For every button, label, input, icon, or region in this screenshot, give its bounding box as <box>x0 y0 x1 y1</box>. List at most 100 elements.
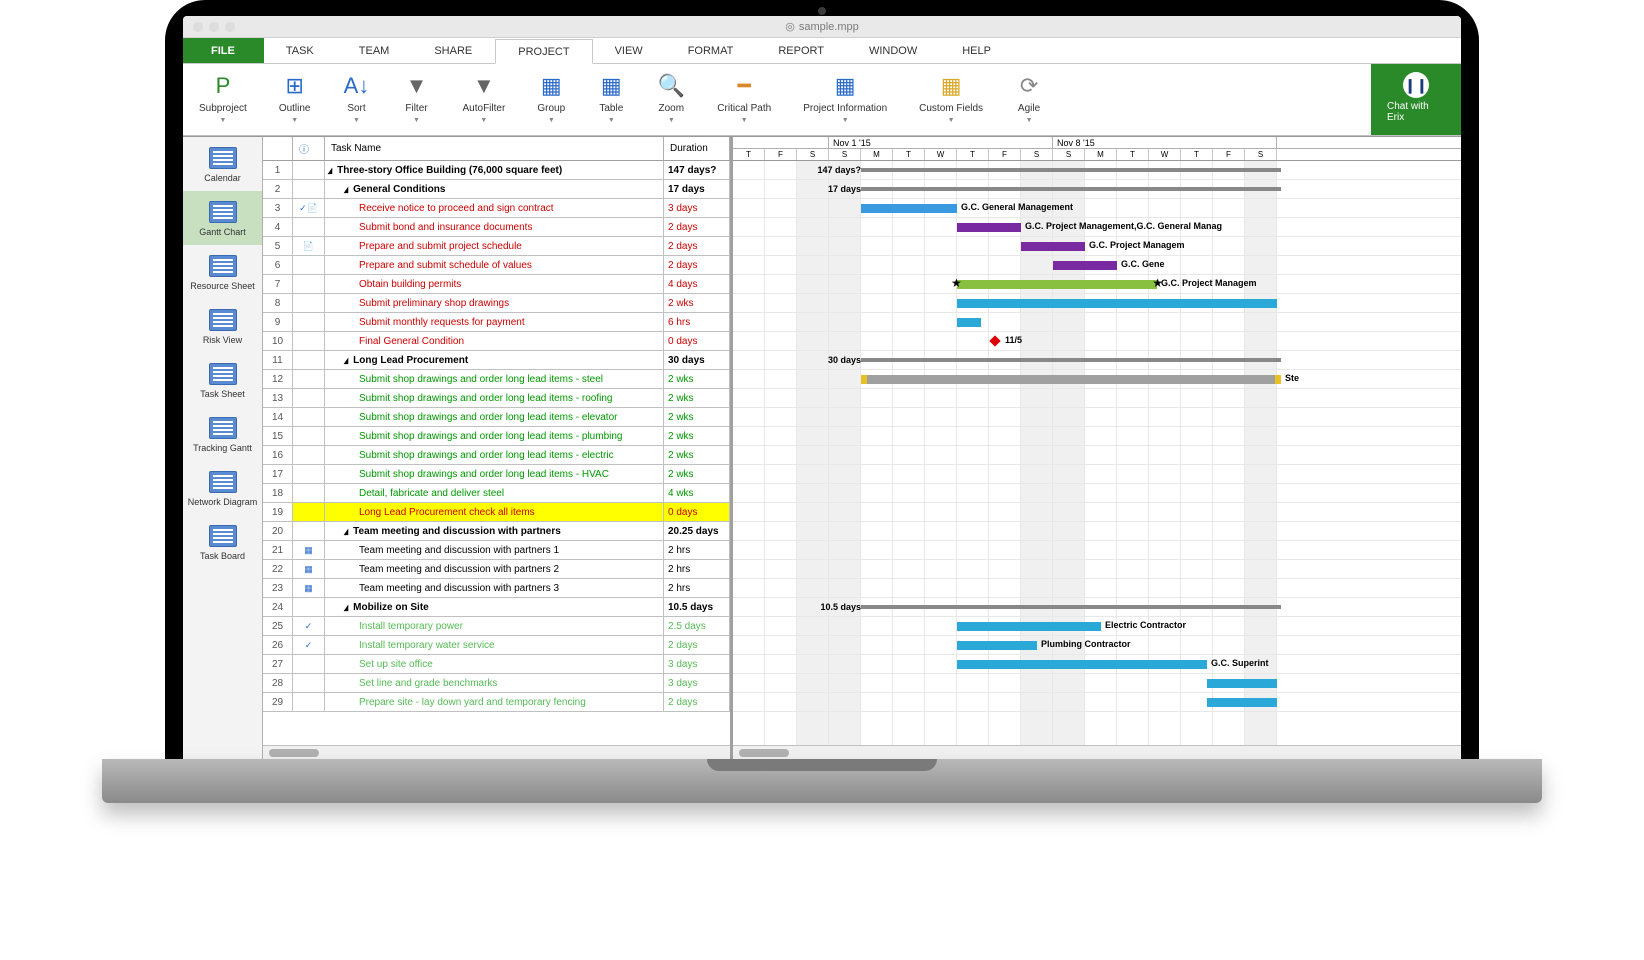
task-row[interactable]: 21▦Team meeting and discussion with part… <box>263 541 730 560</box>
ribbon-critical-path[interactable]: ━Critical Path▼ <box>701 64 787 135</box>
gantt-bar[interactable]: G.C. Project Management,G.C. General Man… <box>957 223 1021 232</box>
menu-help[interactable]: HELP <box>940 38 1014 63</box>
nav-network-diagram[interactable]: Network Diagram <box>183 461 262 515</box>
task-row[interactable]: 15Submit shop drawings and order long le… <box>263 427 730 446</box>
name-column-header[interactable]: Task Name <box>325 137 664 160</box>
nav-calendar[interactable]: Calendar <box>183 137 262 191</box>
nav-risk-view[interactable]: Risk View <box>183 299 262 353</box>
task-row[interactable]: 24Mobilize on Site10.5 days <box>263 598 730 617</box>
task-row[interactable]: 14Submit shop drawings and order long le… <box>263 408 730 427</box>
gantt-bar[interactable]: Plumbing Contractor <box>957 641 1037 650</box>
task-row[interactable]: 1Three-story Office Building (76,000 squ… <box>263 161 730 180</box>
menu-bar: FILETASKTEAMSHAREPROJECTVIEWFORMATREPORT… <box>183 38 1461 64</box>
task-row[interactable]: 22▦Team meeting and discussion with part… <box>263 560 730 579</box>
nav-task-board[interactable]: Task Board <box>183 515 262 569</box>
task-row[interactable]: 5📄Prepare and submit project schedule2 d… <box>263 237 730 256</box>
task-row[interactable]: 19Long Lead Procurement check all items0… <box>263 503 730 522</box>
gantt-chart: Nov 1 '15Nov 8 '15 TFSSMTWTFSSMTWTFS 147… <box>733 137 1461 759</box>
task-row[interactable]: 29Prepare site - lay down yard and tempo… <box>263 693 730 712</box>
window-title: sample.mpp <box>785 20 859 33</box>
duration-column-header[interactable]: Duration <box>664 137 730 160</box>
gantt-bar[interactable] <box>861 605 1281 609</box>
nav-resource-sheet[interactable]: Resource Sheet <box>183 245 262 299</box>
info-column-header[interactable]: ⓘ <box>293 137 325 160</box>
gantt-bar[interactable] <box>861 187 1281 191</box>
gantt-bar[interactable]: Electric Contractor <box>957 622 1101 631</box>
task-row[interactable]: 7Obtain building permits4 days <box>263 275 730 294</box>
task-row[interactable]: 9Submit monthly requests for payment6 hr… <box>263 313 730 332</box>
grid-header: ⓘ Task Name Duration <box>263 137 730 161</box>
ribbon-subproject[interactable]: PSubproject▼ <box>183 64 263 135</box>
task-row[interactable]: 6Prepare and submit schedule of values2 … <box>263 256 730 275</box>
task-row[interactable]: 18Detail, fabricate and deliver steel4 w… <box>263 484 730 503</box>
summary-label: 30 days <box>828 355 861 365</box>
task-row[interactable]: 25✓Install temporary power2.5 days <box>263 617 730 636</box>
task-row[interactable]: 16Submit shop drawings and order long le… <box>263 446 730 465</box>
task-row[interactable]: 12Submit shop drawings and order long le… <box>263 370 730 389</box>
ribbon-zoom[interactable]: 🔍Zoom▼ <box>641 64 701 135</box>
camera-icon <box>818 7 826 15</box>
nav-gantt-chart[interactable]: Gantt Chart <box>183 191 262 245</box>
traffic-light-max[interactable] <box>225 22 235 32</box>
menu-window[interactable]: WINDOW <box>847 38 940 63</box>
gantt-bar[interactable] <box>957 299 1277 308</box>
traffic-light-min[interactable] <box>209 22 219 32</box>
menu-file[interactable]: FILE <box>183 38 264 63</box>
chat-button[interactable]: ❙❙Chat with Erix <box>1371 64 1461 135</box>
task-row[interactable]: 17Submit shop drawings and order long le… <box>263 465 730 484</box>
ribbon-agile[interactable]: ⟳Agile▼ <box>999 64 1059 135</box>
gantt-body[interactable]: 147 days?17 days30 days10.5 daysG.C. Gen… <box>733 161 1461 745</box>
ribbon-group[interactable]: ▦Group▼ <box>521 64 581 135</box>
gantt-bar[interactable]: G.C. Project Managem★★ <box>957 280 1157 289</box>
task-row[interactable]: 13Submit shop drawings and order long le… <box>263 389 730 408</box>
menu-team[interactable]: TEAM <box>337 38 413 63</box>
menu-task[interactable]: TASK <box>264 38 337 63</box>
task-row[interactable]: 20Team meeting and discussion with partn… <box>263 522 730 541</box>
task-row[interactable]: 23▦Team meeting and discussion with part… <box>263 579 730 598</box>
task-row[interactable]: 2General Conditions17 days <box>263 180 730 199</box>
grid-body: 1Three-story Office Building (76,000 squ… <box>263 161 730 745</box>
grid-hscroll[interactable] <box>263 745 730 759</box>
summary-label: 17 days <box>828 184 861 194</box>
task-row[interactable]: 11Long Lead Procurement30 days <box>263 351 730 370</box>
gantt-bar[interactable]: G.C. General Management <box>861 204 957 213</box>
gantt-hscroll[interactable] <box>733 745 1461 759</box>
gantt-bar[interactable]: G.C. Project Managem <box>1021 242 1085 251</box>
summary-label: 147 days? <box>817 165 861 175</box>
titlebar: sample.mpp <box>183 16 1461 38</box>
ribbon-table[interactable]: ▦Table▼ <box>581 64 641 135</box>
traffic-light-close[interactable] <box>193 22 203 32</box>
gantt-bar[interactable] <box>1207 698 1277 707</box>
gantt-bar[interactable] <box>1207 679 1277 688</box>
ribbon-autofilter[interactable]: ▼AutoFilter▼ <box>447 64 522 135</box>
gantt-bar[interactable] <box>861 358 1281 362</box>
nav-tracking-gantt[interactable]: Tracking Gantt <box>183 407 262 461</box>
task-row[interactable]: 3✓📄Receive notice to proceed and sign co… <box>263 199 730 218</box>
menu-share[interactable]: SHARE <box>412 38 495 63</box>
left-nav: CalendarGantt ChartResource SheetRisk Vi… <box>183 137 263 759</box>
gantt-bar[interactable]: G.C. Gene <box>1053 261 1117 270</box>
task-row[interactable]: 8Submit preliminary shop drawings2 wks <box>263 294 730 313</box>
gantt-bar[interactable]: G.C. Superint <box>957 660 1207 669</box>
task-grid: ⓘ Task Name Duration 1Three-story Office… <box>263 137 733 759</box>
task-row[interactable]: 4Submit bond and insurance documents2 da… <box>263 218 730 237</box>
gantt-bar[interactable] <box>861 168 1281 172</box>
task-row[interactable]: 10Final General Condition0 days <box>263 332 730 351</box>
gantt-bar[interactable] <box>957 318 981 327</box>
gantt-bar[interactable]: Ste <box>861 375 1281 384</box>
ribbon-custom-fields[interactable]: ▦Custom Fields▼ <box>903 64 999 135</box>
ribbon-outline[interactable]: ⊞Outline▼ <box>263 64 327 135</box>
ribbon: PSubproject▼⊞Outline▼A↓Sort▼▼Filter▼▼Aut… <box>183 64 1461 136</box>
ribbon-sort[interactable]: A↓Sort▼ <box>327 64 387 135</box>
task-row[interactable]: 26✓Install temporary water service2 days <box>263 636 730 655</box>
task-row[interactable]: 28Set line and grade benchmarks3 days <box>263 674 730 693</box>
ribbon-project-information[interactable]: ▦Project Information▼ <box>787 64 903 135</box>
menu-view[interactable]: VIEW <box>593 38 666 63</box>
gantt-header: Nov 1 '15Nov 8 '15 TFSSMTWTFSSMTWTFS <box>733 137 1461 161</box>
menu-project[interactable]: PROJECT <box>495 39 592 64</box>
task-row[interactable]: 27Set up site office3 days <box>263 655 730 674</box>
menu-format[interactable]: FORMAT <box>666 38 757 63</box>
menu-report[interactable]: REPORT <box>756 38 847 63</box>
ribbon-filter[interactable]: ▼Filter▼ <box>387 64 447 135</box>
nav-task-sheet[interactable]: Task Sheet <box>183 353 262 407</box>
